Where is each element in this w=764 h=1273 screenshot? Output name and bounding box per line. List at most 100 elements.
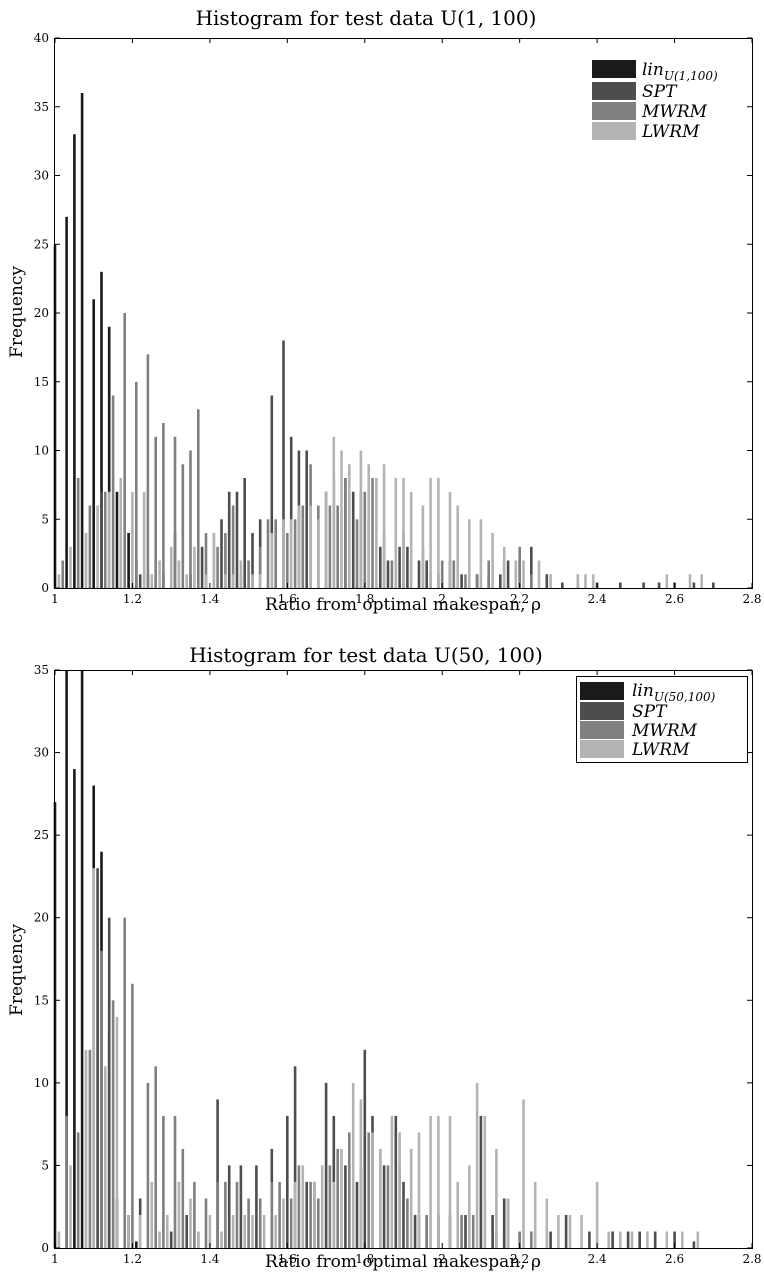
bar-lwrm [483, 1115, 487, 1248]
bar-lwrm [382, 464, 386, 589]
bar-lin [127, 533, 130, 588]
bar-lwrm [69, 1165, 72, 1248]
bar-lwrm [495, 1148, 498, 1248]
bar-lwrm [429, 478, 432, 588]
bar-lwrm [282, 1198, 285, 1248]
bar-lin [65, 216, 68, 589]
legend-swatch-spt [580, 702, 624, 720]
bar-lwrm [208, 1215, 212, 1248]
bar-lwrm [646, 1231, 649, 1248]
legend-label-spt: SPT [632, 702, 668, 722]
bar-lwrm [169, 546, 173, 589]
bar-spt [355, 1181, 359, 1248]
bar-lwrm [421, 505, 425, 588]
bar-lwrm [84, 533, 88, 588]
bar-lin [80, 93, 84, 588]
bar-mwrm [344, 478, 347, 588]
bar-lwrm [69, 546, 72, 589]
bar-mwrm [135, 381, 138, 589]
bar-lwrm [243, 1215, 246, 1248]
x-tick-label: 1 [51, 1252, 59, 1266]
bar-spt [413, 1215, 417, 1248]
bar-spt [545, 574, 549, 589]
bar-lwrm [506, 1198, 510, 1248]
bar-lwrm [371, 1132, 374, 1248]
bar-lwrm [320, 1165, 324, 1248]
bar-lwrm [289, 519, 293, 589]
bar-mwrm [452, 560, 456, 588]
bar-mwrm [123, 313, 126, 588]
bar-spt [363, 1049, 367, 1248]
bar-spt [169, 1231, 173, 1248]
bar-lwrm [212, 533, 216, 588]
bar-spt [561, 582, 564, 588]
bar-mwrm [181, 1148, 185, 1248]
bar-lwrm [293, 1181, 297, 1248]
x-tick-label: 1.4 [200, 592, 219, 606]
bar-mwrm [111, 395, 115, 588]
bar-mwrm [173, 1115, 177, 1248]
bar-mwrm [181, 464, 185, 589]
bar-mwrm [487, 560, 490, 588]
x-tick-label: 1.2 [123, 1252, 142, 1266]
bar-spt [425, 560, 428, 588]
bar-mwrm [216, 546, 219, 589]
legend-label-lin: linU(1,100) [642, 60, 718, 83]
bar-spt [499, 574, 502, 589]
bar-mwrm [518, 1231, 521, 1248]
bar-lwrm [332, 436, 336, 589]
bar-lwrm [479, 519, 483, 589]
bar-lwrm [468, 1165, 471, 1248]
bar-mwrm [162, 423, 165, 588]
bar-spt [402, 1181, 405, 1248]
bar-spt [324, 1082, 328, 1248]
bar-mwrm [336, 1148, 339, 1248]
bar-lwrm [115, 1016, 119, 1248]
y-tick-label: 20 [34, 306, 49, 320]
x-tick-label: 2.8 [742, 1252, 761, 1266]
bar-lwrm [522, 560, 525, 588]
legend-label-mwrm: MWRM [641, 102, 708, 122]
bar-spt [564, 1215, 568, 1248]
bar-lwrm [197, 1231, 200, 1248]
bar-spt [692, 582, 696, 588]
bar-spt [289, 436, 293, 589]
x-tick-label: 1.8 [355, 592, 374, 606]
legend-label-lwrm: LWRM [631, 740, 690, 760]
bar-mwrm [274, 519, 277, 589]
bar-spt [406, 546, 409, 589]
bar-lin [107, 326, 111, 589]
bar-spt [243, 478, 246, 588]
bar-spt [251, 533, 254, 588]
legend-swatch-lin [580, 682, 624, 700]
bar-lwrm [189, 1198, 192, 1248]
bar-spt [479, 1115, 483, 1248]
bar-lwrm [456, 1181, 459, 1248]
bar-spt [712, 582, 715, 588]
bar-group [53, 670, 700, 1248]
legend-swatch-spt [592, 82, 636, 100]
bar-lwrm [193, 546, 196, 589]
bar-lwrm [533, 1181, 537, 1248]
bar-lwrm [131, 491, 134, 589]
bar-mwrm [146, 1082, 150, 1248]
bar-mwrm [289, 1198, 293, 1248]
x-tick-label: 1.8 [355, 1252, 374, 1266]
bar-mwrm [371, 478, 374, 588]
plot-frame [54, 38, 753, 589]
bar-lwrm [251, 1215, 254, 1248]
bar-lwrm [138, 1215, 142, 1248]
bar-lwrm [402, 478, 405, 588]
bar-spt [657, 582, 661, 588]
bar-mwrm [204, 1198, 208, 1248]
bar-lin [115, 491, 119, 589]
bar-lwrm [351, 1082, 355, 1248]
bar-lwrm [57, 1231, 61, 1248]
bar-spt [200, 546, 204, 589]
bar-mwrm [131, 983, 134, 1248]
bar-lwrm [177, 560, 181, 588]
bar-lwrm [700, 574, 703, 589]
bar-lwrm [607, 1231, 610, 1248]
bar-spt [506, 560, 510, 588]
bar-lwrm [262, 1215, 266, 1248]
